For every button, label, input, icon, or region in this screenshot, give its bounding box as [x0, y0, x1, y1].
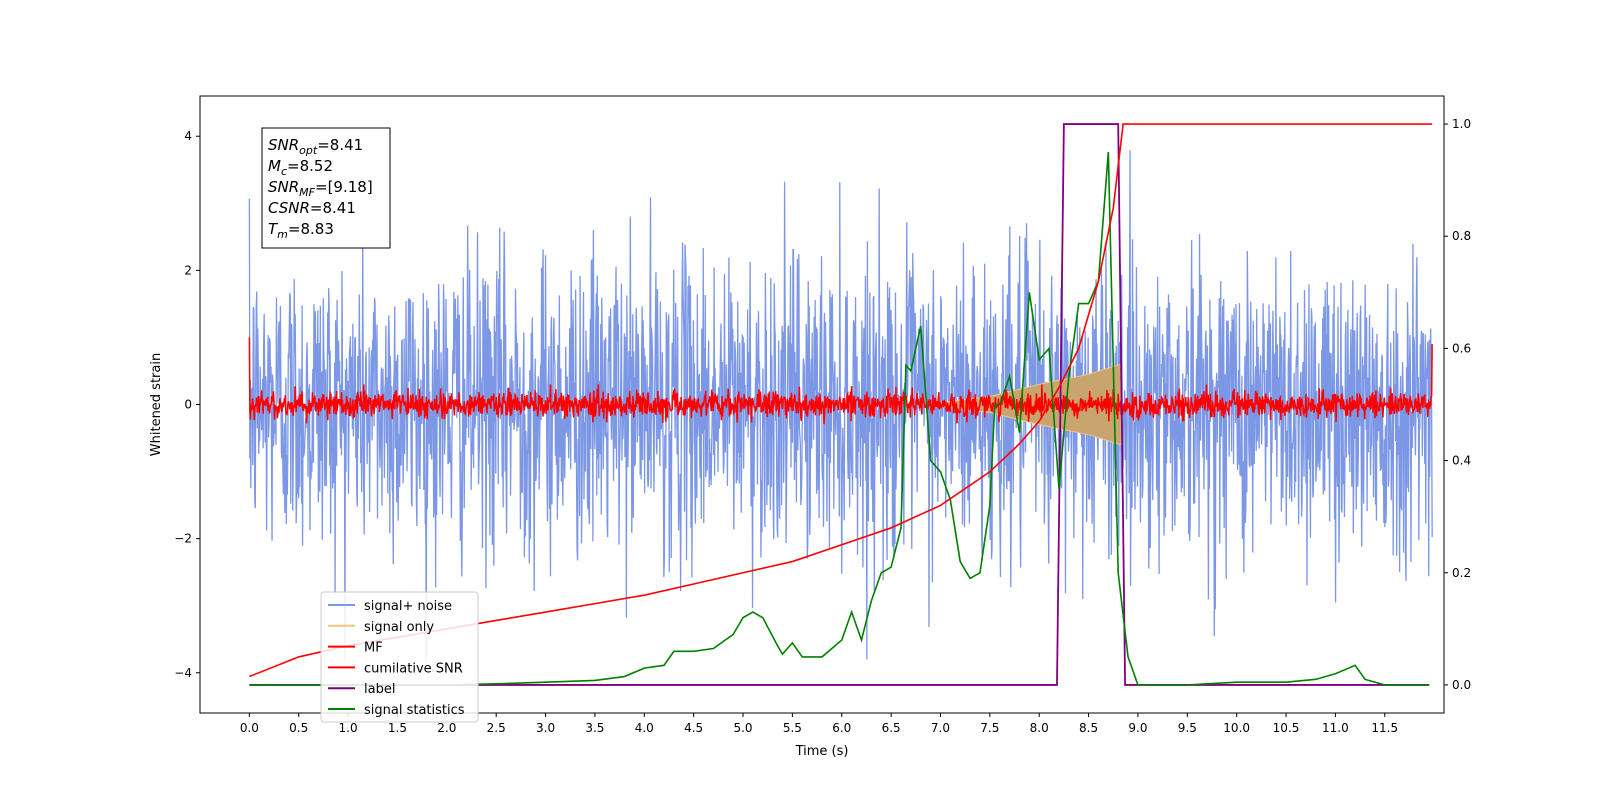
legend-label: signal only — [364, 620, 434, 635]
legend: signal+ noise signal only MF cumilative SNR… — [320, 591, 479, 723]
info-line: Tm=8.83 — [268, 220, 334, 241]
x-tick-label: 11.5 — [1371, 721, 1398, 735]
y2-tick-label: 0.0 — [1452, 678, 1471, 692]
y2-tick-label: 0.4 — [1452, 454, 1471, 468]
legend-label: label — [364, 682, 395, 697]
x-tick-label: 2.5 — [487, 721, 506, 735]
x-tick-label: 4.5 — [684, 721, 703, 735]
x-tick-label: 1.5 — [388, 721, 407, 735]
x-axis-label: Time (s) — [795, 744, 849, 759]
x-tick-label: 8.5 — [1079, 721, 1098, 735]
info-box-frame — [261, 127, 391, 249]
y2-tick-label: 0.6 — [1452, 341, 1471, 355]
info-line: SNRopt=8.41 — [268, 136, 363, 157]
y2-tick-label: 0.8 — [1452, 229, 1471, 243]
legend-frame — [320, 591, 479, 723]
x-tick-label: 7.5 — [980, 721, 999, 735]
x-tick-label: 1.0 — [339, 721, 358, 735]
legend-label: signal+ noise — [364, 599, 452, 614]
y-tick-label: −2 — [174, 532, 192, 546]
y2-tick-label: 1.0 — [1452, 117, 1471, 131]
x-tick-label: 10.5 — [1273, 721, 1300, 735]
x-tick-label: 3.0 — [536, 721, 555, 735]
x-tick-label: 7.0 — [931, 721, 950, 735]
series-mf — [248, 337, 1433, 425]
y-tick-label: −4 — [174, 666, 192, 680]
x-tick-label: 9.5 — [1178, 721, 1197, 735]
y-tick-label: 2 — [184, 263, 192, 277]
x-tick-label: 5.0 — [733, 721, 752, 735]
y-tick-label: 0 — [184, 398, 192, 412]
x-tick-label: 2.0 — [437, 721, 456, 735]
y-axis-label: Whitened strain — [149, 353, 164, 456]
x-tick-label: 5.5 — [783, 721, 802, 735]
x-tick-label: 6.0 — [832, 721, 851, 735]
axes: 0.0 0.5 1.0 1.5 2.0 2.5 3.0 3.5 4.0 4.5 5.0 5.5 6.0 6… — [174, 117, 1471, 735]
x-tick-label: 6.5 — [882, 721, 901, 735]
legend-label: MF — [364, 641, 383, 656]
plot-area — [248, 123, 1433, 686]
x-tick-label: 11.0 — [1322, 721, 1349, 735]
y-tick-label: 4 — [184, 129, 192, 143]
x-tick-label: 10.0 — [1223, 721, 1250, 735]
series-signal-statistics — [249, 152, 1430, 686]
x-tick-label: 3.5 — [585, 721, 604, 735]
y2-tick-label: 0.2 — [1452, 566, 1471, 580]
legend-label: cumilative SNR — [364, 661, 463, 676]
x-tick-label: 0.5 — [289, 721, 308, 735]
x-tick-label: 4.0 — [635, 721, 654, 735]
legend-label: signal statistics — [364, 703, 465, 718]
x-tick-label: 8.0 — [1030, 721, 1049, 735]
x-tick-label: 9.0 — [1128, 721, 1147, 735]
info-line: CSNR=8.41 — [268, 199, 356, 217]
series-signal-noise — [248, 150, 1433, 660]
info-line: SNRMF=[9.18] — [268, 178, 373, 199]
info-line: Mc=8.52 — [268, 157, 333, 178]
x-tick-label: 0.0 — [240, 721, 259, 735]
